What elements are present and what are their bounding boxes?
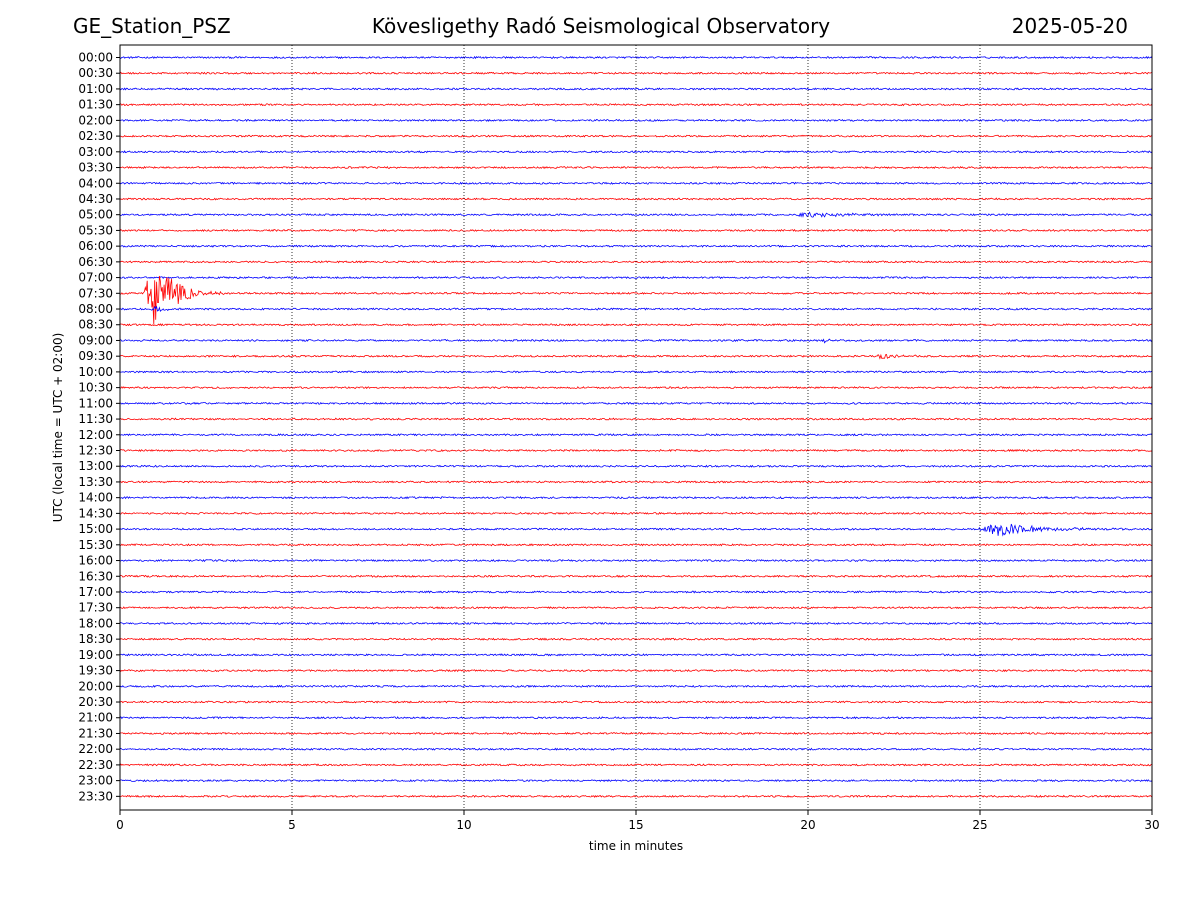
trace-22:30 xyxy=(119,763,1153,767)
y-tick-label: 00:00 xyxy=(78,51,113,65)
station-label: GE_Station_PSZ xyxy=(73,14,231,38)
y-tick-label: 17:30 xyxy=(78,601,113,615)
y-tick-label: 07:30 xyxy=(78,286,113,300)
x-tick-label: 30 xyxy=(1144,818,1159,832)
y-tick-label: 11:30 xyxy=(78,412,113,426)
trace-22:00 xyxy=(119,747,1153,751)
y-tick-label: 18:00 xyxy=(78,616,113,630)
y-tick-label: 04:30 xyxy=(78,192,113,206)
trace-11:00 xyxy=(119,401,1153,405)
y-tick-label: 02:30 xyxy=(78,129,113,143)
y-tick-label: 18:30 xyxy=(78,632,113,646)
x-tick-label: 25 xyxy=(972,818,987,832)
observatory-title: Kövesligethy Radó Seismological Observat… xyxy=(371,14,831,38)
trace-03:30 xyxy=(119,165,1153,170)
x-axis-label: time in minutes xyxy=(589,839,683,853)
x-tick-label: 0 xyxy=(116,818,124,832)
trace-19:30 xyxy=(119,669,1153,673)
trace-20:00 xyxy=(119,684,1153,688)
y-tick-label: 21:30 xyxy=(78,726,113,740)
y-tick-label: 20:30 xyxy=(78,695,113,709)
y-tick-label: 22:00 xyxy=(78,742,113,756)
trace-01:00 xyxy=(119,87,1153,91)
y-tick-label: 08:30 xyxy=(78,318,113,332)
y-tick-label: 03:00 xyxy=(78,145,113,159)
date-label: 2025-05-20 xyxy=(1011,14,1128,38)
y-tick-label: 21:00 xyxy=(78,711,113,725)
y-tick-label: 08:00 xyxy=(78,302,113,316)
x-tick-label: 15 xyxy=(628,818,643,832)
y-tick-label: 19:00 xyxy=(78,648,113,662)
y-tick-label: 16:00 xyxy=(78,554,113,568)
trace-17:30 xyxy=(119,606,1153,610)
y-tick-label: 14:30 xyxy=(78,506,113,520)
trace-16:00 xyxy=(119,558,1153,563)
x-tick-label: 5 xyxy=(288,818,296,832)
y-tick-label: 01:30 xyxy=(78,98,113,112)
y-tick-label: 01:00 xyxy=(78,82,113,96)
trace-18:00 xyxy=(119,621,1153,626)
y-tick-label: 15:30 xyxy=(78,538,113,552)
y-tick-label: 06:30 xyxy=(78,255,113,269)
x-tick-label: 20 xyxy=(800,818,815,832)
trace-15:30 xyxy=(119,543,1153,547)
y-tick-label: 07:00 xyxy=(78,271,113,285)
y-tick-label: 15:00 xyxy=(78,522,113,536)
y-tick-label: 13:00 xyxy=(78,459,113,473)
y-tick-label: 00:30 xyxy=(78,66,113,80)
y-tick-label: 23:00 xyxy=(78,774,113,788)
y-tick-label: 09:30 xyxy=(78,349,113,363)
y-tick-label: 12:00 xyxy=(78,428,113,442)
trace-03:00 xyxy=(119,150,1153,154)
y-tick-label: 20:00 xyxy=(78,679,113,693)
x-tick-label: 10 xyxy=(456,818,471,832)
y-tick-label: 10:30 xyxy=(78,381,113,395)
trace-12:00 xyxy=(119,433,1153,437)
trace-09:30 xyxy=(119,353,1153,360)
grid-layer xyxy=(291,45,981,810)
y-tick-label: 12:30 xyxy=(78,444,113,458)
y-tick-label: 13:30 xyxy=(78,475,113,489)
y-axis-label: UTC (local time = UTC + 02:00) xyxy=(51,333,65,523)
y-tick-label: 05:30 xyxy=(78,223,113,237)
y-tick-label: 23:30 xyxy=(78,789,113,803)
y-tick-label: 14:00 xyxy=(78,491,113,505)
trace-14:00 xyxy=(119,496,1153,500)
y-tick-label: 06:00 xyxy=(78,239,113,253)
trace-13:30 xyxy=(119,480,1153,484)
y-tick-label: 02:00 xyxy=(78,113,113,127)
trace-21:30 xyxy=(119,731,1153,736)
trace-08:00 xyxy=(119,305,1153,313)
trace-07:30 xyxy=(119,275,1153,325)
y-tick-label: 22:30 xyxy=(78,758,113,772)
y-tick-label: 04:00 xyxy=(78,176,113,190)
trace-11:30 xyxy=(119,417,1153,421)
y-tick-label: 11:00 xyxy=(78,396,113,410)
y-tick-label: 03:30 xyxy=(78,161,113,175)
y-tick-label: 05:00 xyxy=(78,208,113,222)
y-tick-label: 10:00 xyxy=(78,365,113,379)
x-axis: 0 5 10 15 20 25 30 xyxy=(116,810,1160,832)
y-tick-label: 19:30 xyxy=(78,664,113,678)
y-tick-label: 16:30 xyxy=(78,569,113,583)
y-tick-label: 17:00 xyxy=(78,585,113,599)
y-tick-label: 09:00 xyxy=(78,333,113,347)
trace-07:00 xyxy=(119,275,1153,280)
